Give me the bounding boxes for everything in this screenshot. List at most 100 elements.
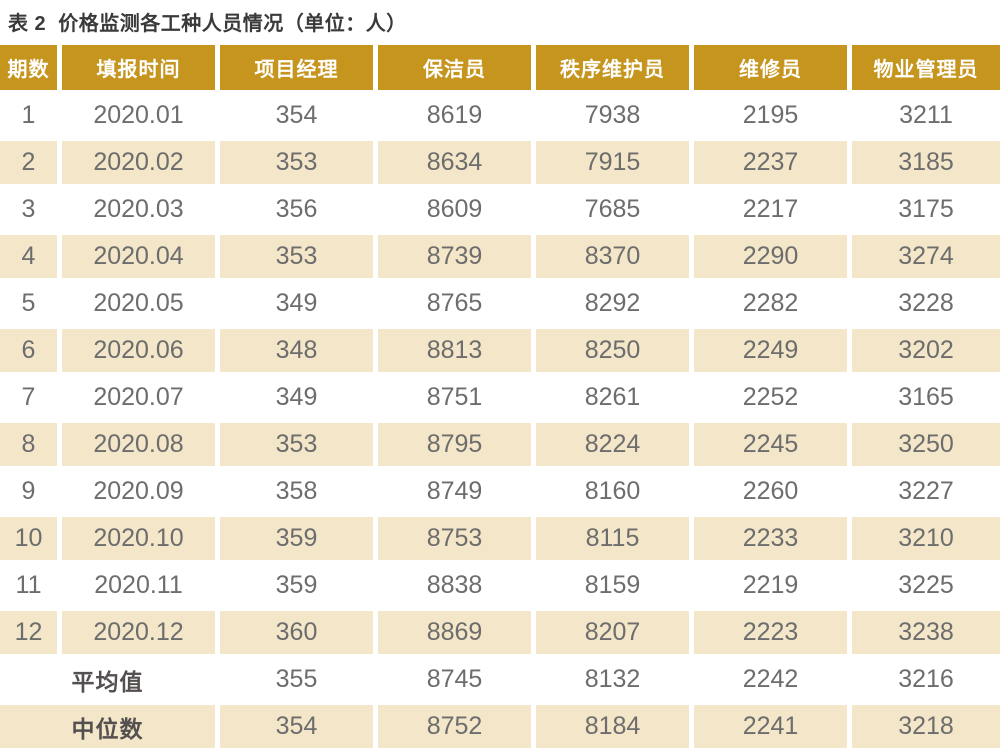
- table-cell: 2020.02: [62, 141, 215, 184]
- table-cell: 2217: [694, 188, 847, 231]
- table-cell: 348: [220, 329, 373, 372]
- table-cell: 5: [0, 282, 57, 325]
- table-title: 表 2 价格监测各工种人员情况（单位：人）: [8, 13, 407, 35]
- table-cell: 8813: [378, 329, 531, 372]
- table-cell: 7: [0, 376, 57, 419]
- table-cell: 349: [220, 376, 373, 419]
- table-cell: 8159: [536, 564, 689, 607]
- table-cell: 8207: [536, 611, 689, 654]
- column-header: 秩序维护员: [536, 45, 689, 90]
- column-header: 期数: [0, 45, 57, 90]
- table-cell: 2020.08: [62, 423, 215, 466]
- table-cell: 3216: [852, 658, 1000, 701]
- table-cell: 8838: [378, 564, 531, 607]
- table-cell: 10: [0, 517, 57, 560]
- table-cell: 2020.07: [62, 376, 215, 419]
- table-cell: 2260: [694, 470, 847, 513]
- table-cell: 2195: [694, 94, 847, 137]
- data-table: 期数 填报时间 项目经理 保洁员 秩序维护员 维修员 物业管理员 1 2020.01 354 861…: [0, 45, 1000, 748]
- table-cell: 2290: [694, 235, 847, 278]
- column-header: 填报时间: [62, 45, 215, 90]
- table-cell: 3225: [852, 564, 1000, 607]
- table-cell: 2282: [694, 282, 847, 325]
- table-cell: 3185: [852, 141, 1000, 184]
- table-cell: 8745: [378, 658, 531, 701]
- table-cell: 2020.05: [62, 282, 215, 325]
- column-header: 物业管理员: [852, 45, 1000, 90]
- table-cell: 8765: [378, 282, 531, 325]
- table-cell: 3210: [852, 517, 1000, 560]
- table-cell: 353: [220, 423, 373, 466]
- table-cell: 2020.04: [62, 235, 215, 278]
- table-cell: 358: [220, 470, 373, 513]
- table-cell: 8752: [378, 705, 531, 748]
- table-cell: 1: [0, 94, 57, 137]
- table-cell: 3: [0, 188, 57, 231]
- table-cell: 3211: [852, 94, 1000, 137]
- table-cell: 2242: [694, 658, 847, 701]
- table-cell: 3238: [852, 611, 1000, 654]
- table-cell: 8634: [378, 141, 531, 184]
- table-cell: 8619: [378, 94, 531, 137]
- table-cell: 2020.11: [62, 564, 215, 607]
- table-cell: 8795: [378, 423, 531, 466]
- table-cell: 7915: [536, 141, 689, 184]
- table-cell: 2237: [694, 141, 847, 184]
- table-cell: 2020.06: [62, 329, 215, 372]
- table-cell: 8160: [536, 470, 689, 513]
- table-cell: 3165: [852, 376, 1000, 419]
- table-cell: 2245: [694, 423, 847, 466]
- table-cell: 9: [0, 470, 57, 513]
- table-cell: 3228: [852, 282, 1000, 325]
- table-cell: 3202: [852, 329, 1000, 372]
- table-cell: 360: [220, 611, 373, 654]
- table-cell: 8184: [536, 705, 689, 748]
- column-header: 项目经理: [220, 45, 373, 90]
- table-cell: 8132: [536, 658, 689, 701]
- table-cell: 11: [0, 564, 57, 607]
- table-cell: 8370: [536, 235, 689, 278]
- table-cell: 3250: [852, 423, 1000, 466]
- table-cell: 3218: [852, 705, 1000, 748]
- table-cell: 2020.10: [62, 517, 215, 560]
- table-cell: 3227: [852, 470, 1000, 513]
- table-cell: 353: [220, 235, 373, 278]
- table-cell: 8292: [536, 282, 689, 325]
- table-cell: 2020.09: [62, 470, 215, 513]
- table-cell: 8739: [378, 235, 531, 278]
- table-cell: 2252: [694, 376, 847, 419]
- table-cell: 8609: [378, 188, 531, 231]
- table-cell: 2: [0, 141, 57, 184]
- table-cell: 8250: [536, 329, 689, 372]
- table-cell: 4: [0, 235, 57, 278]
- table-cell: 6: [0, 329, 57, 372]
- table-cell: 8869: [378, 611, 531, 654]
- table-cell: 2249: [694, 329, 847, 372]
- table-cell: 2020.03: [62, 188, 215, 231]
- table-cell: 355: [220, 658, 373, 701]
- table-cell: 3175: [852, 188, 1000, 231]
- table-cell: 354: [220, 94, 373, 137]
- table-cell: 2223: [694, 611, 847, 654]
- table-cell: 359: [220, 564, 373, 607]
- table-cell: 359: [220, 517, 373, 560]
- table-cell: 7938: [536, 94, 689, 137]
- table-cell: 8749: [378, 470, 531, 513]
- table-cell: 8751: [378, 376, 531, 419]
- table-cell: 3274: [852, 235, 1000, 278]
- table-cell: 354: [220, 705, 373, 748]
- table-cell: 2233: [694, 517, 847, 560]
- column-header: 维修员: [694, 45, 847, 90]
- table-cell: 8753: [378, 517, 531, 560]
- summary-row-label: 中位数: [0, 705, 215, 748]
- table-cell: 7685: [536, 188, 689, 231]
- table-cell: 8224: [536, 423, 689, 466]
- table-cell: 8115: [536, 517, 689, 560]
- column-header: 保洁员: [378, 45, 531, 90]
- table-cell: 2219: [694, 564, 847, 607]
- summary-row-label: 平均值: [0, 658, 215, 701]
- table-cell: 2241: [694, 705, 847, 748]
- table-cell: 12: [0, 611, 57, 654]
- table-cell: 2020.12: [62, 611, 215, 654]
